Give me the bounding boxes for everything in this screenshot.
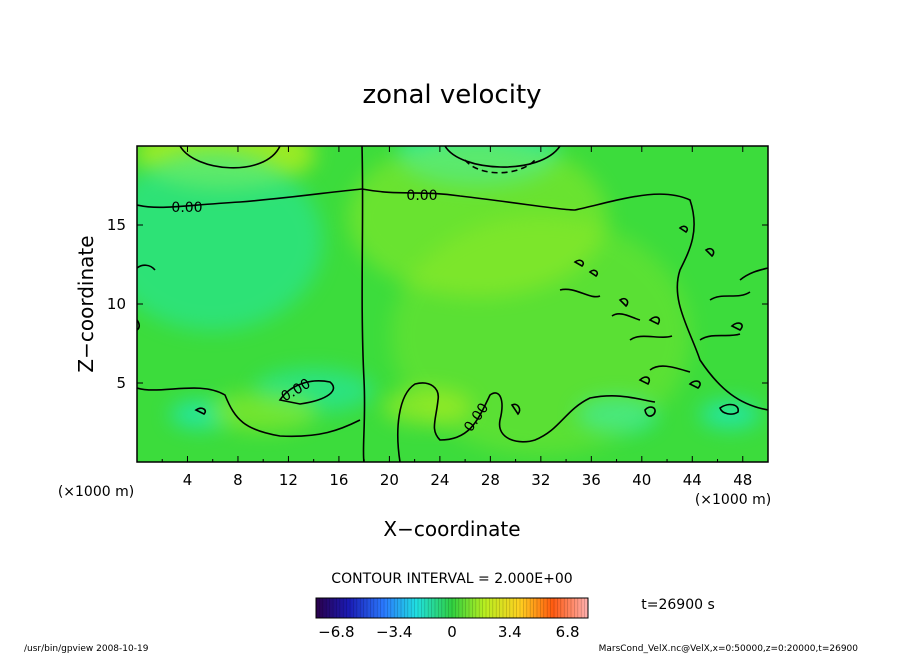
y-axis-title: Z−coordinate xyxy=(74,235,98,372)
y-tick-label: 15 xyxy=(107,216,126,234)
plot-area xyxy=(137,146,768,462)
field-region xyxy=(137,150,323,331)
x-tick-label: 32 xyxy=(531,471,550,489)
x-tick-label: 20 xyxy=(380,471,399,489)
contour-line xyxy=(137,188,363,209)
x-tick-label: 4 xyxy=(183,471,193,489)
x-tick-label: 48 xyxy=(733,471,752,489)
contour-line xyxy=(179,146,281,169)
x-axis-ticks: 4 8 12 16 20 24 28 32 36 40 44 48 xyxy=(161,146,752,489)
field-region xyxy=(576,396,657,433)
colorbar-tick-label: −6.8 xyxy=(318,623,354,641)
contour-line xyxy=(278,380,335,405)
footer-left: /usr/bin/gpview 2008-10-19 xyxy=(24,644,149,654)
colorbar-tick-label: 0 xyxy=(447,623,457,641)
time-label: t=26900 s xyxy=(641,597,715,613)
colorbar xyxy=(315,597,589,619)
contour-line xyxy=(719,403,739,415)
x-tick-label: 8 xyxy=(233,471,243,489)
x-tick-label: 12 xyxy=(279,471,298,489)
contour-line xyxy=(137,264,156,271)
x-tick-label: 24 xyxy=(430,471,449,489)
y-axis-ticks: 5 10 15 xyxy=(107,216,768,392)
x-unit-left: (×1000 m) xyxy=(58,484,134,500)
colorbar-tick-label: 6.8 xyxy=(556,623,580,641)
contour-line xyxy=(510,403,521,416)
field-region xyxy=(170,400,231,429)
x-axis-title: X−coordinate xyxy=(383,517,520,541)
x-tick-label: 28 xyxy=(481,471,500,489)
x-tick-label: 44 xyxy=(683,471,702,489)
field-region xyxy=(253,368,374,413)
x-unit-right: (×1000 m) xyxy=(695,492,771,508)
contour-line xyxy=(644,406,656,417)
y-tick-label: 5 xyxy=(116,374,126,392)
contour-line xyxy=(559,267,768,373)
field-region xyxy=(397,146,558,186)
footer-right: MarsCond_VelX.nc@VelX,x=0:50000,z=0:2000… xyxy=(599,644,859,654)
field-region xyxy=(208,391,319,432)
contour-label-1: 0.00 xyxy=(171,200,202,216)
colorbar-divisions xyxy=(319,598,585,618)
contour-label-2: 0.00 xyxy=(406,188,437,204)
contour-line xyxy=(361,146,366,462)
x-tick-label: 40 xyxy=(632,471,651,489)
contour-line xyxy=(573,225,743,389)
y-tick-label: 10 xyxy=(107,295,126,313)
contour-line xyxy=(137,387,361,438)
contour-line xyxy=(397,382,656,462)
field-region xyxy=(347,146,608,298)
x-tick-label: 16 xyxy=(329,471,348,489)
colorbar-tick-label: 3.4 xyxy=(498,623,522,641)
contour-line xyxy=(361,188,768,411)
chart-title: zonal velocity xyxy=(362,80,541,110)
x-tick-label: 36 xyxy=(582,471,601,489)
contour-line xyxy=(194,407,207,415)
contour-lines xyxy=(137,146,768,462)
contour-line xyxy=(444,146,561,168)
contour-interval-label: CONTOUR INTERVAL = 2.000E+00 xyxy=(331,571,572,587)
colorbar-ticks: −6.8 −3.4 0 3.4 6.8 xyxy=(318,623,579,641)
colorbar-tick-label: −3.4 xyxy=(376,623,412,641)
